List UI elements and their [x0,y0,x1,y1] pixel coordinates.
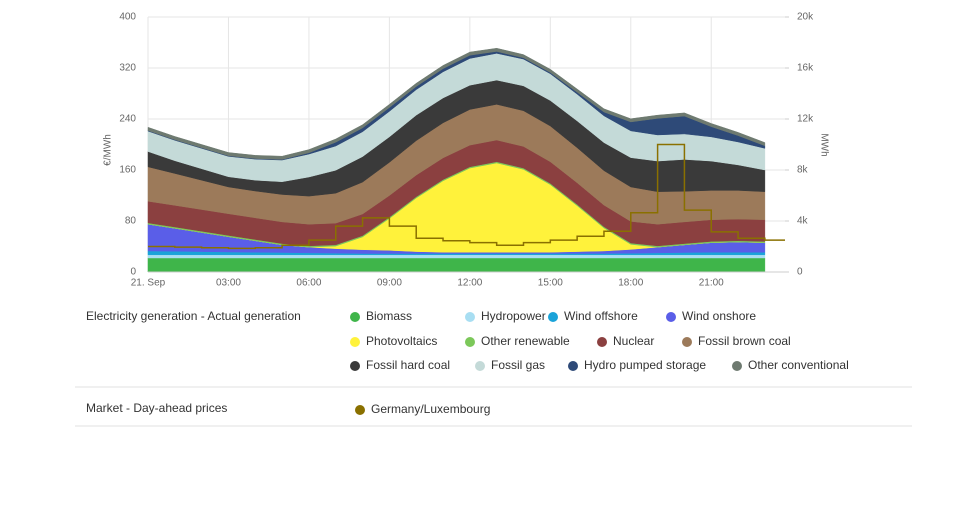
legend-marker [350,361,360,371]
legend-label: Fossil gas [491,358,545,372]
y2-axis-title: MWh [818,133,829,156]
legend-label: Wind onshore [682,309,756,323]
legend-marker [548,312,558,322]
y-tick-label: 80 [125,216,137,227]
y2-tick-label: 0 [797,267,803,278]
x-tick-label: 18:00 [618,278,643,289]
legend-marker [732,361,742,371]
legend-marker [666,312,676,322]
y2-tick-label: 4k [797,216,809,227]
legend-marker [355,405,365,415]
legend-marker [465,337,475,347]
area [147,47,766,160]
x-tick-label: 21. Sep [131,278,166,289]
y2-tick-label: 12k [797,114,814,125]
legend-marker [465,312,475,322]
area [147,257,766,273]
x-tick-label: 06:00 [296,278,321,289]
y-axis-title: €/MWh [103,134,114,166]
legend-group-title: Electricity generation - Actual generati… [86,309,301,323]
y2-tick-label: 8k [797,165,809,176]
legend-marker [568,361,578,371]
legend-marker [350,337,360,347]
x-tick-label: 12:00 [457,278,482,289]
y-tick-label: 320 [119,63,136,74]
x-tick-label: 21:00 [699,278,724,289]
y-tick-label: 400 [119,12,136,23]
x-tick-label: 09:00 [377,278,402,289]
legend-marker [682,337,692,347]
x-tick-label: 03:00 [216,278,241,289]
legend-group-title: Market - Day-ahead prices [86,401,227,415]
y-tick-label: 240 [119,114,136,125]
legend-label: Photovoltaics [366,334,437,348]
y-tick-label: 160 [119,165,136,176]
legend-label: Other renewable [481,334,570,348]
area [147,254,766,259]
y2-tick-label: 16k [797,63,814,74]
legend-label: Nuclear [613,334,654,348]
legend-marker [475,361,485,371]
price-line [148,143,785,250]
legend-marker [350,312,360,322]
y2-tick-label: 20k [797,12,814,23]
y-tick-label: 0 [130,267,136,278]
legend-label: Biomass [366,309,412,323]
legend-label: Other conventional [748,358,849,372]
legend-marker [597,337,607,347]
legend-label: Wind offshore [564,309,638,323]
legend-label: Fossil hard coal [366,358,450,372]
legend-label: Hydro pumped storage [584,358,706,372]
legend-label: Germany/Luxembourg [371,402,490,416]
x-tick-label: 15:00 [538,278,563,289]
legend-label: Fossil brown coal [698,334,791,348]
legend-label: Hydropower [481,309,546,323]
